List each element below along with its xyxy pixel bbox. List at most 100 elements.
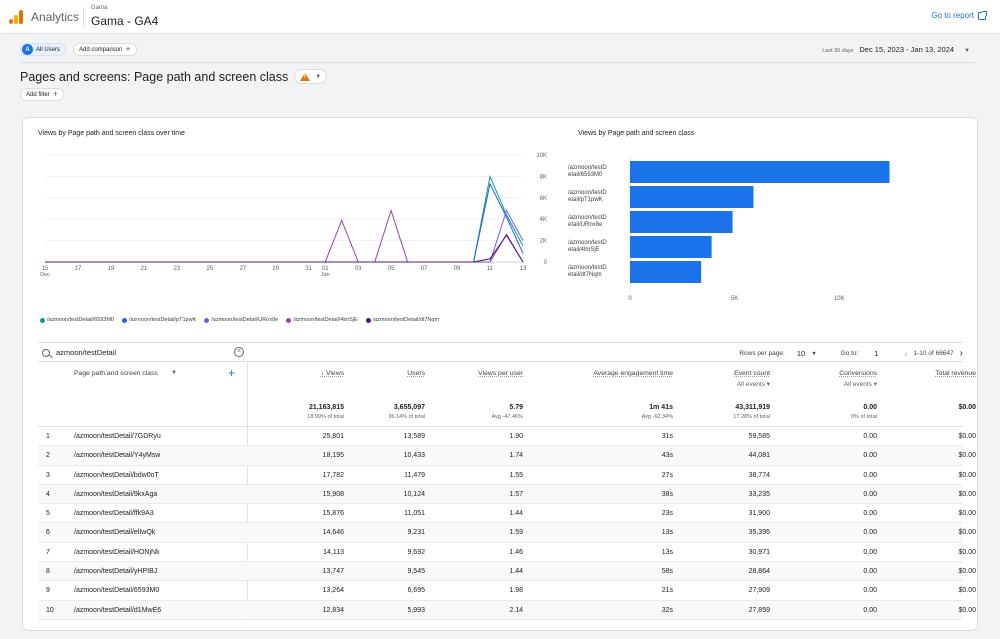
legend-item[interactable]: /azmoon/testDetail/URnx8e bbox=[204, 317, 278, 323]
x-tick-label: 01 bbox=[322, 266, 329, 272]
bar bbox=[630, 186, 754, 208]
date-range-label: Last 30 days bbox=[822, 48, 854, 54]
page-title: Pages and screens: Page path and screen … bbox=[20, 69, 289, 84]
search-input[interactable]: azmoon/testDetail bbox=[56, 348, 117, 357]
caret-down-icon[interactable]: ▼ bbox=[171, 370, 177, 376]
page-path-cell[interactable]: /azmoon/testDetail/7GDRyu bbox=[74, 433, 161, 440]
metric-cell: 28,864 bbox=[748, 568, 770, 576]
category-label: etail/6593M0 bbox=[568, 172, 603, 178]
page-path-cell[interactable]: /azmoon/testDetail/bdw0oT bbox=[74, 471, 159, 479]
metric-cell: 31,900 bbox=[748, 510, 770, 518]
table-row[interactable]: 5/azmoon/testDetail/ffk9A3 15,876 11,051 1.… bbox=[38, 504, 976, 524]
metric-cell: 32s bbox=[661, 606, 673, 614]
page-path-cell[interactable]: /azmoon/testDetail/yHPIBJ bbox=[74, 568, 158, 576]
rows-per-page-select[interactable]: 10 bbox=[796, 349, 806, 358]
metric-cell: 10,433 bbox=[403, 452, 425, 460]
divider bbox=[20, 62, 975, 63]
table-row[interactable]: 1/azmoon/testDetail/7GDRyu 25,801 13,589 1.… bbox=[38, 427, 976, 447]
add-filter-button[interactable]: Add filter + bbox=[20, 88, 64, 101]
add-comparison-button[interactable]: Add comparison + bbox=[73, 43, 137, 56]
legend-item[interactable]: /azmoon/testDetail/pT1pwK bbox=[121, 317, 196, 323]
page-path-cell[interactable]: /azmoon/testDetail/6593M0 bbox=[74, 587, 160, 595]
clear-search-icon[interactable]: × bbox=[234, 347, 244, 357]
table-row[interactable]: 4/azmoon/testDetail/9kxAga 15,908 10,124 1.… bbox=[38, 484, 976, 505]
add-dimension-icon[interactable]: + bbox=[228, 366, 236, 380]
caret-down-icon[interactable]: ▼ bbox=[811, 350, 817, 357]
metric-cell: 1.55 bbox=[509, 471, 523, 479]
legend-item[interactable]: /azmoon/testDetail/4lmSjE bbox=[286, 317, 358, 323]
column-divider bbox=[247, 362, 248, 427]
all-users-chip[interactable]: A All Users bbox=[20, 43, 67, 56]
table-row[interactable]: 2/azmoon/testDetail/Y4yMsw 18,195 10,433 1.… bbox=[38, 446, 976, 466]
date-range-value: Dec 15, 2023 - Jan 13, 2024 bbox=[859, 45, 955, 54]
column-total-percent: 17.28% of total bbox=[733, 414, 770, 420]
column-header-vpu[interactable]: Views per user bbox=[478, 370, 523, 377]
page-path-cell[interactable]: /azmoon/testDetail/9kxAga bbox=[74, 490, 158, 498]
go-to-report-label: Go to report bbox=[931, 11, 974, 20]
metric-cell: 0.00 bbox=[863, 452, 877, 460]
metric-cell: $0.00 bbox=[958, 548, 976, 556]
row-index: 6 bbox=[46, 529, 50, 537]
analytics-logo-icon[interactable] bbox=[9, 10, 23, 24]
column-total-percent: 0% of total bbox=[851, 414, 877, 420]
property-selector[interactable]: Gama - GA4 bbox=[91, 14, 159, 28]
table-row[interactable]: 8/azmoon/testDetail/yHPIBJ 13,747 9,545 1.4… bbox=[38, 562, 976, 582]
page-path-cell[interactable]: /azmoon/testDetail/HONjNk bbox=[74, 548, 160, 556]
legend-label: /azmoon/testDetail/dt7Nqm bbox=[372, 317, 440, 323]
prev-page-icon[interactable]: ‹ bbox=[904, 348, 908, 359]
column-total: 21,163,815 bbox=[308, 404, 344, 411]
metric-cell: 1.98 bbox=[509, 587, 523, 595]
line-chart-legend: /azmoon/testDetail/6593M0/azmoon/testDet… bbox=[40, 317, 439, 323]
page-path-cell[interactable]: /azmoon/testDetail/ffk9A3 bbox=[74, 510, 154, 518]
table-row[interactable]: 6/azmoon/testDetail/elIwQk 14,646 9,231 1.5… bbox=[38, 523, 976, 543]
metric-cell: 1.57 bbox=[509, 490, 523, 498]
bar-chart[interactable]: /azmoon/testDetail/6593M0/azmoon/testDet… bbox=[568, 154, 948, 314]
metric-cell: 33,235 bbox=[748, 490, 770, 498]
table-row[interactable]: 9/azmoon/testDetail/6593M0 13,264 6,695 1.9… bbox=[38, 581, 976, 601]
column-header-users[interactable]: Users bbox=[407, 370, 425, 377]
column-header-rev[interactable]: Total revenue bbox=[935, 370, 976, 377]
page-path-cell[interactable]: /azmoon/testDetail/d1MwE6 bbox=[74, 606, 162, 614]
category-label: /azmoon/testD bbox=[568, 190, 607, 196]
x-tick-label: 5K bbox=[731, 296, 738, 302]
table-row[interactable]: 7/azmoon/testDetail/HONjNk 14,113 9,692 1.4… bbox=[38, 543, 976, 563]
dimension-header[interactable]: Page path and screen class bbox=[74, 370, 158, 377]
metric-cell: 27,909 bbox=[748, 587, 770, 595]
metric-cell: 0.00 bbox=[863, 471, 877, 479]
column-header-events[interactable]: Event count bbox=[734, 370, 770, 377]
legend-dot-icon bbox=[204, 317, 210, 323]
column-total-percent: 36.14% of total bbox=[388, 414, 425, 420]
page-path-cell[interactable]: /azmoon/testDetail/Y4yMsw bbox=[74, 452, 161, 460]
y-tick-label: 4K bbox=[540, 217, 547, 223]
y-tick-label: 6K bbox=[540, 196, 547, 202]
x-tick-label: 13 bbox=[520, 266, 527, 272]
column-header-aet[interactable]: Average engagement time bbox=[593, 370, 673, 377]
column-header-conv[interactable]: Conversions bbox=[839, 370, 877, 377]
date-range-picker[interactable]: Last 30 days Dec 15, 2023 - Jan 13, 2024… bbox=[822, 45, 970, 54]
legend-item[interactable]: /azmoon/testDetail/6593M0 bbox=[40, 317, 114, 323]
go-to-report-link[interactable]: Go to report bbox=[931, 10, 987, 20]
bar-chart-title: Views by Page path and screen class bbox=[578, 130, 695, 137]
table-row[interactable]: 10/azmoon/testDetail/d1MwE6 12,834 5,993 2.… bbox=[38, 600, 976, 620]
category-label: /azmoon/testD bbox=[568, 215, 607, 221]
metric-cell: $0.00 bbox=[958, 606, 976, 614]
data-quality-chip[interactable]: ▼ bbox=[294, 69, 328, 84]
event-filter-select[interactable]: All events ▾ bbox=[843, 381, 877, 388]
account-name[interactable]: Gama bbox=[91, 5, 108, 11]
search-box[interactable]: azmoon/testDetail bbox=[42, 348, 116, 357]
column-header-views[interactable]: ↓ Views bbox=[320, 370, 344, 377]
next-page-icon[interactable]: › bbox=[959, 348, 963, 359]
x-tick-label: 03 bbox=[355, 266, 362, 272]
legend-item[interactable]: /azmoon/testDetail/dt7Nqm bbox=[365, 317, 440, 323]
table-header: Page path and screen class ▼ + ↓ Views 21… bbox=[38, 362, 976, 427]
caret-down-icon: ▼ bbox=[315, 73, 322, 80]
goto-page-input[interactable]: 1 bbox=[874, 349, 879, 358]
table-row[interactable]: 3/azmoon/testDetail/bdw0oT 17,782 11,479 1.… bbox=[38, 466, 976, 485]
page-path-cell[interactable]: /azmoon/testDetail/elIwQk bbox=[74, 529, 156, 537]
x-tick-label: 07 bbox=[421, 266, 428, 272]
metric-cell: 18,195 bbox=[322, 452, 344, 460]
metric-cell: 43s bbox=[661, 452, 673, 460]
event-filter-select[interactable]: All events ▾ bbox=[736, 381, 770, 388]
metric-cell: $0.00 bbox=[958, 433, 976, 440]
